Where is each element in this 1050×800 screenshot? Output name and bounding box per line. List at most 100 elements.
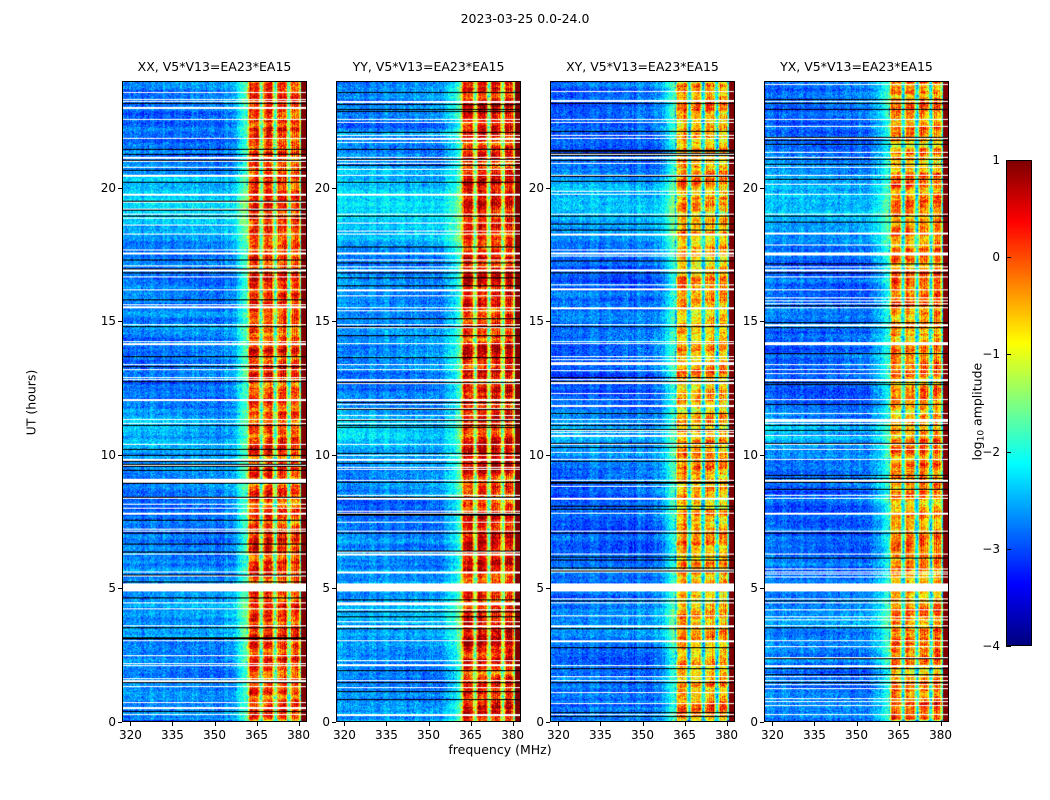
y-tick-label: 5 <box>322 581 330 596</box>
waterfall-image-yy[interactable] <box>336 81 521 722</box>
x-tick-label: 335 <box>161 728 184 742</box>
colorbar-tickmark <box>1006 548 1011 550</box>
x-tickmark <box>642 722 644 726</box>
y-tickmark <box>332 588 336 590</box>
x-tickmark <box>172 722 174 726</box>
y-tick-label: 10 <box>528 447 544 462</box>
y-tickmark <box>332 722 336 723</box>
waterfall-image-yx[interactable] <box>764 81 949 722</box>
x-tickmark <box>684 722 686 726</box>
x-tick-label: 320 <box>546 728 570 742</box>
y-tickmark <box>118 187 122 189</box>
y-tick-label: 10 <box>100 447 116 462</box>
y-tickmark <box>118 722 122 723</box>
y-tickmark <box>760 187 764 189</box>
waterfall-canvas-yx <box>765 82 948 721</box>
y-tickmark <box>332 321 336 323</box>
y-tickmark <box>546 722 550 723</box>
colorbar-tick-label: −1 <box>982 347 1000 362</box>
x-tickmark <box>512 722 514 726</box>
colorbar-tick-label: 1 <box>992 153 1000 167</box>
colorbar-tick-label: −3 <box>982 541 1000 556</box>
y-tick-label: 10 <box>742 447 758 462</box>
y-tickmark <box>760 722 764 723</box>
y-tick-label: 5 <box>108 581 116 596</box>
x-tick-label: 365 <box>245 728 268 742</box>
x-tickmark <box>856 722 858 726</box>
waterfall-canvas-xx <box>123 82 306 721</box>
x-tickmark <box>772 722 774 726</box>
colorbar: 1 0 −1 −2 −3 −4 <box>982 153 1032 653</box>
x-tick-label: 320 <box>118 728 142 742</box>
x-tickmark <box>298 722 300 726</box>
x-tick-label: 350 <box>631 728 654 742</box>
x-tickmark <box>558 722 560 726</box>
x-tickmark <box>600 722 602 726</box>
x-tick-label: 350 <box>203 728 226 742</box>
figure-suptitle: 2023-03-25 0.0-24.0 <box>460 11 590 26</box>
y-tickmark <box>760 454 764 456</box>
y-tickmark <box>760 588 764 590</box>
y-tickmark <box>118 454 122 456</box>
colorbar-label-sub: 10 <box>976 429 987 442</box>
x-tick-label: 335 <box>589 728 612 742</box>
y-tickmark <box>760 321 764 323</box>
colorbar-tickmark <box>1006 354 1011 356</box>
y-tickmark <box>546 588 550 590</box>
colorbar-tick-label: −2 <box>982 444 1000 459</box>
waterfall-image-xy[interactable] <box>550 81 735 722</box>
y-tickmark <box>546 454 550 456</box>
x-tick-label: 365 <box>459 728 482 742</box>
y-tick-label: 0 <box>536 715 544 729</box>
y-tick-label: 5 <box>750 581 758 596</box>
colorbar-tick-label: 0 <box>992 250 1000 265</box>
panel-yx: YX, V5*V13=EA23*EA15 320 335 350 365 380 0 5 10 1… <box>743 59 952 742</box>
x-tickmark <box>470 722 472 726</box>
y-tickmark <box>546 187 550 189</box>
y-tick-label: 15 <box>528 314 544 329</box>
y-tick-label: 15 <box>314 314 330 329</box>
y-tick-label: 15 <box>100 314 116 329</box>
panel-title-yy: YY, V5*V13=EA23*EA15 <box>352 59 505 74</box>
panel-title-yx: YX, V5*V13=EA23*EA15 <box>780 59 933 74</box>
y-tick-label: 10 <box>314 447 330 462</box>
x-tickmark <box>940 722 942 726</box>
waterfall-canvas-xy <box>551 82 734 721</box>
x-tick-label: 320 <box>760 728 784 742</box>
colorbar-tick-label: −4 <box>982 639 1000 653</box>
x-tickmark <box>428 722 430 726</box>
y-tick-label: 15 <box>742 314 758 329</box>
colorbar-tickmark <box>1006 160 1011 161</box>
y-tickmark <box>546 321 550 323</box>
x-tick-label: 380 <box>715 728 739 742</box>
panel-title-xy: XY, V5*V13=EA23*EA15 <box>566 59 719 74</box>
colorbar-label: log10 amplitude <box>969 312 986 512</box>
x-tick-label: 380 <box>501 728 525 742</box>
colorbar-label-tail: amplitude <box>969 362 985 430</box>
x-tick-label: 335 <box>803 728 826 742</box>
colorbar-tickmark <box>1006 451 1011 453</box>
x-tick-label: 350 <box>417 728 440 742</box>
x-tick-label: 365 <box>673 728 696 742</box>
y-tickmark <box>332 454 336 456</box>
colorbar-gradient <box>1006 160 1032 646</box>
x-tickmark <box>130 722 132 726</box>
waterfall-image-xx[interactable] <box>122 81 307 722</box>
x-tick-label: 380 <box>929 728 953 742</box>
y-tickmark <box>118 321 122 323</box>
y-tickmark <box>332 187 336 189</box>
x-tick-label: 320 <box>332 728 356 742</box>
y-tick-label: 20 <box>100 180 116 195</box>
panel-title-xx: XX, V5*V13=EA23*EA15 <box>137 59 292 74</box>
y-tick-label: 0 <box>750 715 758 729</box>
y-tickmark <box>118 588 122 590</box>
x-tickmark <box>256 722 258 726</box>
x-tickmark <box>386 722 388 726</box>
waterfall-canvas-yy <box>337 82 520 721</box>
x-tickmark <box>726 722 728 726</box>
y-tick-label: 20 <box>742 180 758 195</box>
x-tickmark <box>898 722 900 726</box>
colorbar-tickmark <box>1006 257 1011 259</box>
colorbar-tickmark <box>1006 646 1011 647</box>
